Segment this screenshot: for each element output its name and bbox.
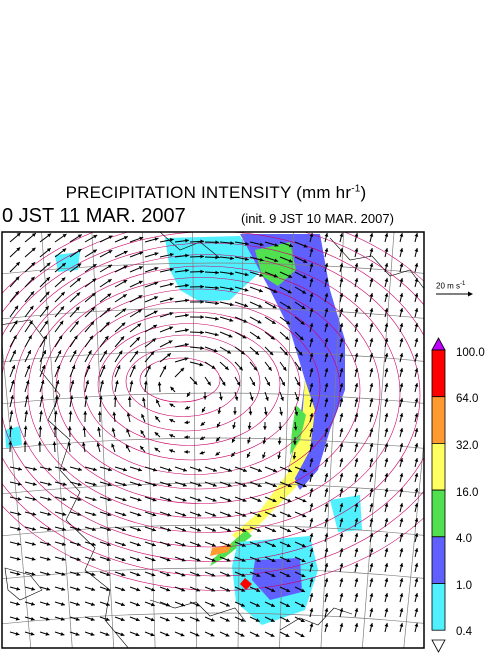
legend-label-4: 4.0 [456,533,472,545]
weather-map [0,230,430,650]
legend-label-100: 100.0 [456,347,485,359]
legend-under-triangle [432,640,445,652]
legend-over-triangle [432,338,445,350]
legend-color-box [432,350,445,397]
color-legend [424,335,454,655]
valid-time: 0 JST 11 MAR. 2007 [2,205,186,228]
legend-label-1: 1.0 [456,580,472,592]
legend-label-16: 16.0 [456,487,478,499]
legend-color-box [432,490,445,537]
legend-color-box [432,397,445,444]
legend-label-32: 32.0 [456,440,478,452]
legend-label-64: 64.0 [456,393,478,405]
legend-label-0-4: 0.4 [456,626,472,638]
chart-title: PRECIPITATION INTENSITY (mm hr-1) [0,183,432,203]
init-time: (init. 9 JST 10 MAR. 2007) [241,211,394,226]
legend-color-box [432,537,445,584]
legend-color-box [432,443,445,490]
legend-color-box [432,584,445,631]
wind-reference-arrow [435,290,475,298]
